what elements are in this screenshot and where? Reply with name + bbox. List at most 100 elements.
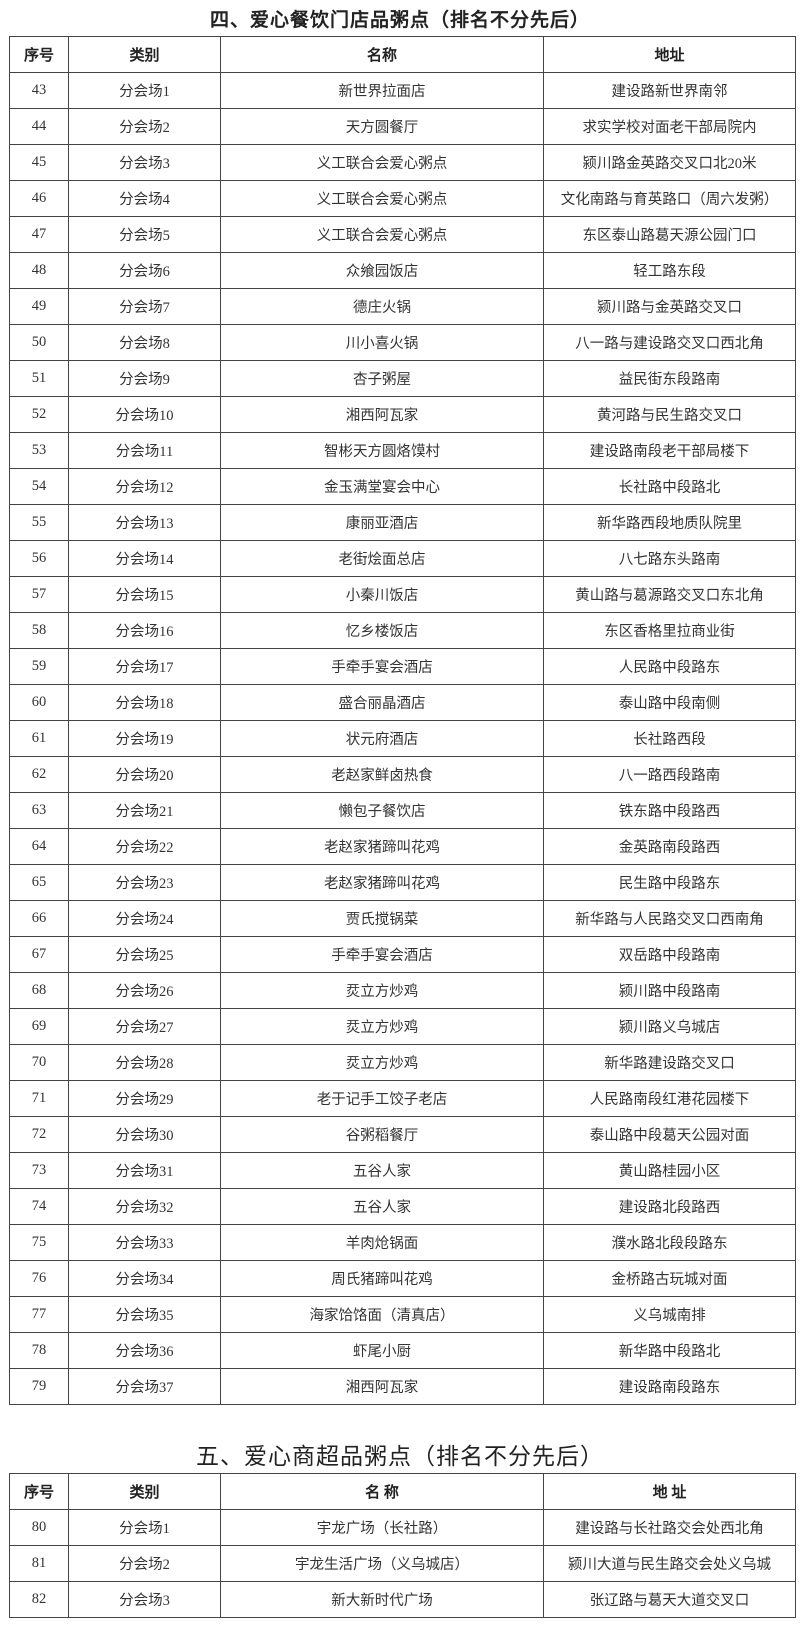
address-cell: 八一路西段路南 bbox=[543, 756, 796, 793]
section-4-title: 四、爱心餐饮门店品粥点（排名不分先后） bbox=[209, 10, 590, 31]
address-cell: 双岳路中段路南 bbox=[543, 936, 796, 973]
name-cell: 老赵家猪蹄叫花鸡 bbox=[220, 864, 544, 901]
index-cell: 75 bbox=[9, 1224, 69, 1261]
index-cell: 45 bbox=[9, 144, 69, 181]
name-cell: 湘西阿瓦家 bbox=[220, 1368, 544, 1405]
table-row: 76 分会场34 周氏猪蹄叫花鸡 金桥路古玩城对面 bbox=[9, 1260, 796, 1297]
index-cell: 65 bbox=[9, 864, 69, 901]
category-cell: 分会场21 bbox=[68, 792, 221, 829]
address-cell: 建设路与长社路交会处西北角 bbox=[543, 1509, 796, 1546]
section-5-table: 序号 类别名 称地 址 80 分会场1 宇龙广场（长社路） 建设路与长社路交会处西北角 8… bbox=[9, 1473, 796, 1618]
category-cell: 分会场22 bbox=[68, 828, 221, 865]
category-cell: 分会场13 bbox=[68, 504, 221, 541]
table-row: 44 分会场2 天方圆餐厅 求实学校对面老干部局院内 bbox=[9, 108, 796, 145]
name-cell: 懒包子餐饮店 bbox=[220, 792, 544, 829]
name-cell: 老赵家鲜卤热食 bbox=[220, 756, 544, 793]
index-cell: 82 bbox=[9, 1581, 69, 1618]
name-cell: 烎立方炒鸡 bbox=[220, 1008, 544, 1045]
name-cell: 盛合丽晶酒店 bbox=[220, 684, 544, 721]
name-cell: 虾尾小厨 bbox=[220, 1332, 544, 1369]
address-cell: 金桥路古玩城对面 bbox=[543, 1260, 796, 1297]
category-cell: 分会场28 bbox=[68, 1044, 221, 1081]
index-cell: 53 bbox=[9, 432, 69, 469]
table-row: 63 分会场21 懒包子餐饮店 铁东路中段路西 bbox=[9, 792, 796, 829]
index-cell: 73 bbox=[9, 1152, 69, 1189]
index-cell: 69 bbox=[9, 1008, 69, 1045]
table-row: 51 分会场9 杏子粥屋 益民街东段路南 bbox=[9, 360, 796, 397]
name-cell: 川小喜火锅 bbox=[220, 324, 544, 361]
table-row: 60 分会场18 盛合丽晶酒店 泰山路中段南侧 bbox=[9, 684, 796, 721]
index-cell: 44 bbox=[9, 108, 69, 145]
name-cell: 天方圆餐厅 bbox=[220, 108, 544, 145]
address-cell: 长社路西段 bbox=[543, 720, 796, 757]
table-row: 82 分会场3 新大新时代广场 张辽路与葛天大道交叉口 bbox=[9, 1581, 796, 1618]
index-cell: 70 bbox=[9, 1044, 69, 1081]
index-cell: 77 bbox=[9, 1296, 69, 1333]
address-cell: 新华路建设路交叉口 bbox=[543, 1044, 796, 1081]
category-cell: 分会场5 bbox=[68, 216, 221, 253]
address-cell: 东区香格里拉商业街 bbox=[543, 612, 796, 649]
category-cell: 分会场34 bbox=[68, 1260, 221, 1297]
category-cell: 分会场32 bbox=[68, 1188, 221, 1225]
table-row: 57 分会场15 小秦川饭店 黄山路与葛源路交叉口东北角 bbox=[9, 576, 796, 613]
name-cell: 周氏猪蹄叫花鸡 bbox=[220, 1260, 544, 1297]
name-cell: 宇龙生活广场（义乌城店） bbox=[220, 1545, 544, 1582]
name-cell: 康丽亚酒店 bbox=[220, 504, 544, 541]
table-row: 67 分会场25 手牵手宴会酒店 双岳路中段路南 bbox=[9, 936, 796, 973]
address-cell: 张辽路与葛天大道交叉口 bbox=[543, 1581, 796, 1618]
index-cell: 58 bbox=[9, 612, 69, 649]
index-cell: 62 bbox=[9, 756, 69, 793]
table-row: 78 分会场36 虾尾小厨 新华路中段路北 bbox=[9, 1332, 796, 1369]
header-name-cell: 名称 bbox=[220, 36, 544, 73]
address-cell: 颍川路金英路交叉口北20米 bbox=[543, 144, 796, 181]
table-row: 52 分会场10 湘西阿瓦家 黄河路与民生路交叉口 bbox=[9, 396, 796, 433]
address-cell: 文化南路与育英路口（周六发粥） bbox=[543, 180, 796, 217]
index-cell: 63 bbox=[9, 792, 69, 829]
category-cell: 分会场33 bbox=[68, 1224, 221, 1261]
table-row: 70 分会场28 烎立方炒鸡 新华路建设路交叉口 bbox=[9, 1044, 796, 1081]
index-cell: 76 bbox=[9, 1260, 69, 1297]
category-cell: 分会场3 bbox=[68, 144, 221, 181]
index-cell: 60 bbox=[9, 684, 69, 721]
category-cell: 分会场31 bbox=[68, 1152, 221, 1189]
category-cell: 分会场18 bbox=[68, 684, 221, 721]
category-cell: 分会场15 bbox=[68, 576, 221, 613]
name-cell: 新世界拉面店 bbox=[220, 72, 544, 109]
address-cell: 八七路东头路南 bbox=[543, 540, 796, 577]
address-cell: 长社路中段路北 bbox=[543, 468, 796, 505]
name-cell: 新大新时代广场 bbox=[220, 1581, 544, 1618]
address-cell: 民生路中段路东 bbox=[543, 864, 796, 901]
name-cell: 手牵手宴会酒店 bbox=[220, 648, 544, 685]
index-cell: 52 bbox=[9, 396, 69, 433]
index-cell: 56 bbox=[9, 540, 69, 577]
address-cell: 新华路西段地质队院里 bbox=[543, 504, 796, 541]
category-cell: 分会场2 bbox=[68, 1545, 221, 1582]
address-cell: 新华路中段路北 bbox=[543, 1332, 796, 1369]
table-row: 66 分会场24 贾氏搅锅菜 新华路与人民路交叉口西南角 bbox=[9, 900, 796, 937]
address-cell: 颍川路义乌城店 bbox=[543, 1008, 796, 1045]
name-cell: 羊肉炝锅面 bbox=[220, 1224, 544, 1261]
index-cell: 81 bbox=[9, 1545, 69, 1582]
name-cell: 德庄火锅 bbox=[220, 288, 544, 325]
header-index-cell: 序号 bbox=[9, 1473, 69, 1510]
category-cell: 分会场17 bbox=[68, 648, 221, 685]
table-row: 80 分会场1 宇龙广场（长社路） 建设路与长社路交会处西北角 bbox=[9, 1509, 796, 1546]
index-cell: 79 bbox=[9, 1368, 69, 1405]
category-cell: 分会场9 bbox=[68, 360, 221, 397]
address-cell: 人民路南段红港花园楼下 bbox=[543, 1080, 796, 1117]
table-header-row: 序号 类别名 称地 址 bbox=[9, 1473, 796, 1510]
address-cell: 建设路北段路西 bbox=[543, 1188, 796, 1225]
category-cell: 分会场1 bbox=[68, 72, 221, 109]
header-name-cell: 名 称 bbox=[220, 1473, 544, 1510]
index-cell: 80 bbox=[9, 1509, 69, 1546]
address-cell: 颍川路与金英路交叉口 bbox=[543, 288, 796, 325]
table-row: 64 分会场22 老赵家猪蹄叫花鸡 金英路南段路西 bbox=[9, 828, 796, 865]
category-cell: 分会场29 bbox=[68, 1080, 221, 1117]
category-cell: 分会场36 bbox=[68, 1332, 221, 1369]
name-cell: 老街烩面总店 bbox=[220, 540, 544, 577]
name-cell: 老赵家猪蹄叫花鸡 bbox=[220, 828, 544, 865]
name-cell: 金玉满堂宴会中心 bbox=[220, 468, 544, 505]
table-row: 61 分会场19 状元府酒店 长社路西段 bbox=[9, 720, 796, 757]
table-row: 56 分会场14 老街烩面总店 八七路东头路南 bbox=[9, 540, 796, 577]
table-row: 62 分会场20 老赵家鲜卤热食 八一路西段路南 bbox=[9, 756, 796, 793]
